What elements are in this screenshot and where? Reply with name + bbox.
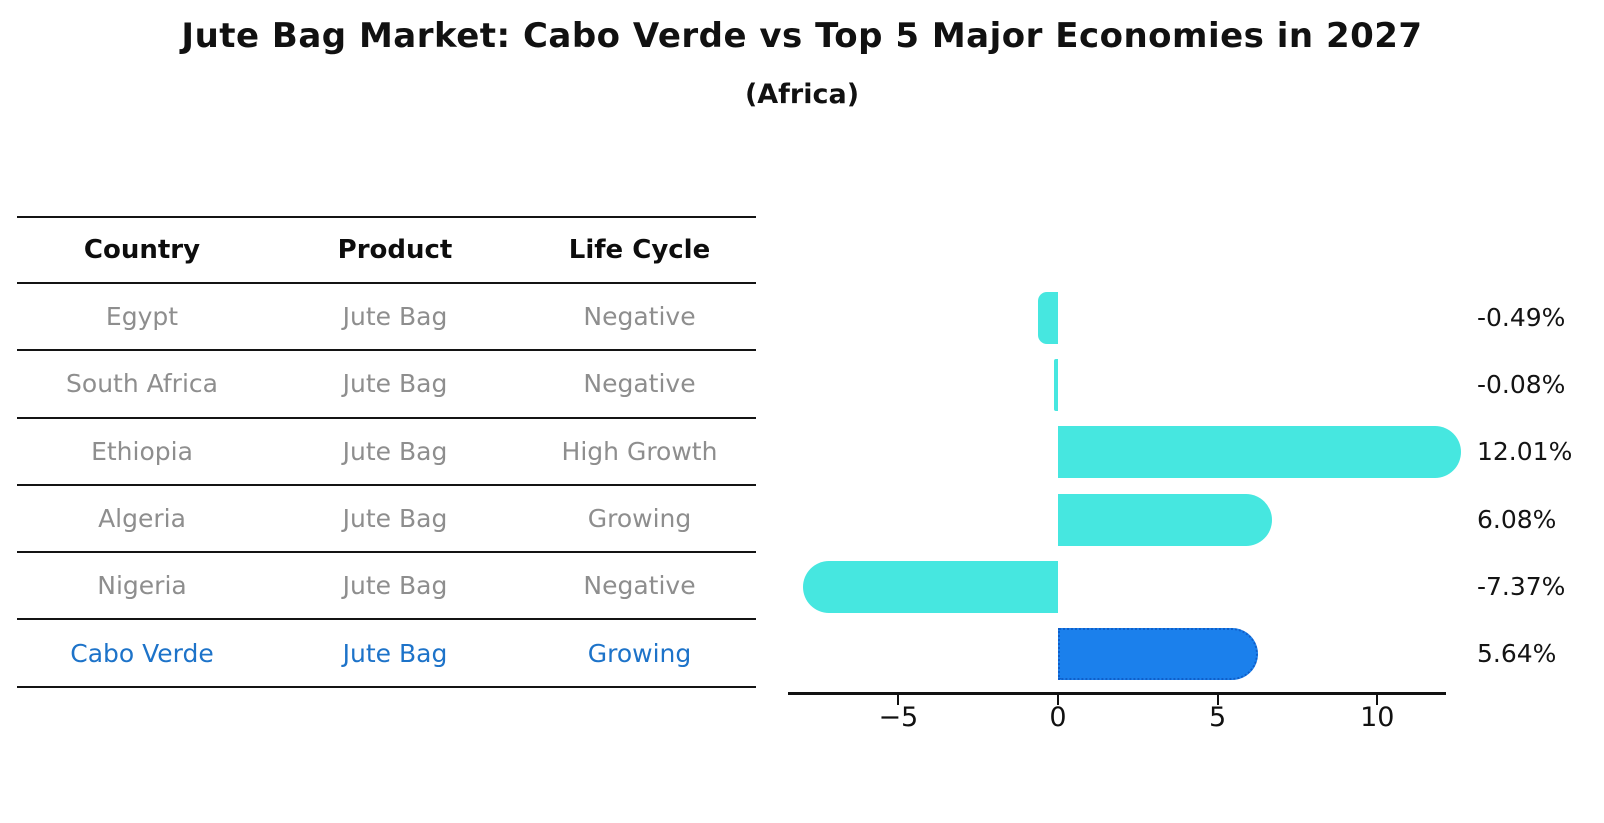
column-header-product: Product xyxy=(337,235,453,265)
cell-country: Nigeria xyxy=(97,571,187,601)
cell-product: Jute Bag xyxy=(342,638,448,668)
cell-lifecycle: Growing xyxy=(587,638,692,668)
cell-lifecycle: Negative xyxy=(583,369,696,399)
x-tick-mark-5 xyxy=(1216,695,1219,705)
x-tick-label-5: 5 xyxy=(1209,702,1227,733)
chart-title: Jute Bag Market: Cabo Verde vs Top 5 Maj… xyxy=(181,16,1423,56)
cell-country: Cabo Verde xyxy=(70,638,214,668)
x-tick-label-0: 0 xyxy=(1049,702,1067,733)
x-tick-mark-0 xyxy=(1057,695,1059,705)
cell-product: Jute Bag xyxy=(342,302,448,332)
x-tick-label--5: −5 xyxy=(878,702,919,733)
value-label-egypt: -0.49% xyxy=(1477,303,1566,332)
bar-nigeria xyxy=(802,561,1058,613)
x-axis-line xyxy=(788,692,1446,695)
table-body: Egypt Jute Bag Negative South Africa Jute Ba… xyxy=(17,284,756,688)
cell-product: Jute Bag xyxy=(342,571,448,601)
bar-algeria xyxy=(1058,493,1273,546)
table-header-row: Country Product Life Cycle xyxy=(17,218,756,284)
cell-country: South Africa xyxy=(66,369,218,399)
column-header-country: Country xyxy=(83,235,201,265)
table-row-cabo-verde: Cabo Verde Jute Bag Growing xyxy=(17,620,756,688)
bar-south-africa xyxy=(1054,359,1058,411)
cell-lifecycle: Negative xyxy=(583,571,696,601)
cell-country: Ethiopia xyxy=(91,436,193,466)
cell-product: Jute Bag xyxy=(342,369,448,399)
cell-country: Algeria xyxy=(98,504,186,534)
value-label-ethiopia: 12.01% xyxy=(1477,437,1573,467)
x-tick-mark--5 xyxy=(897,695,900,705)
table-row-egypt: Egypt Jute Bag Negative xyxy=(17,284,756,352)
bar-cabo-verde xyxy=(1058,628,1259,681)
table-row-ethiopia: Ethiopia Jute Bag High Growth xyxy=(17,419,756,486)
value-label-south-africa: -0.08% xyxy=(1477,370,1566,399)
cell-lifecycle: Negative xyxy=(583,302,696,332)
cell-product: Jute Bag xyxy=(342,436,448,466)
cell-lifecycle: Growing xyxy=(587,504,692,534)
value-label-cabo-verde: 5.64% xyxy=(1477,639,1557,669)
table-row-nigeria: Nigeria Jute Bag Negative xyxy=(17,553,756,621)
x-tick-mark-10 xyxy=(1376,695,1379,705)
bar-egypt xyxy=(1038,292,1058,344)
x-tick-label-10: 10 xyxy=(1360,702,1395,733)
bar-ethiopia xyxy=(1058,426,1462,479)
country-info-table: Country Product Life Cycle Egypt Jute Bag… xyxy=(17,216,756,688)
chart-subtitle: (Africa) xyxy=(744,79,860,110)
cell-product: Jute Bag xyxy=(342,504,448,534)
cell-country: Egypt xyxy=(105,302,179,332)
column-header-lifecycle: Life Cycle xyxy=(568,235,711,265)
value-label-nigeria: -7.37% xyxy=(1477,572,1566,601)
table-row-south-africa: South Africa Jute Bag Negative xyxy=(17,351,756,419)
cell-lifecycle: High Growth xyxy=(561,436,718,466)
value-label-algeria: 6.08% xyxy=(1477,504,1557,534)
table-row-algeria: Algeria Jute Bag Growing xyxy=(17,486,756,554)
